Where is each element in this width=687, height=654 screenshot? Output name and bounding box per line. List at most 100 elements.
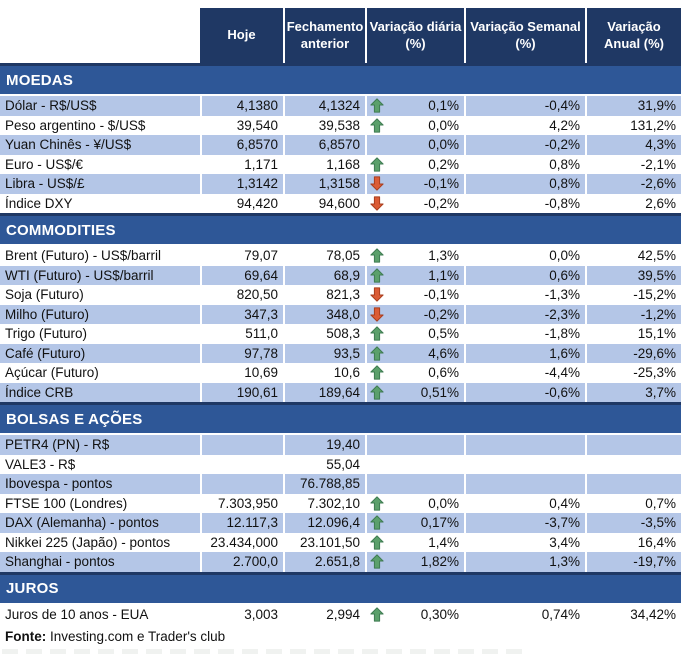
fechamento-anterior-value: 55,04 (283, 454, 365, 474)
annual-change-value: 31,9% (585, 96, 681, 116)
row-label: DAX (Alemanha) - pontos (0, 513, 200, 533)
hoje-value: 39,540 (200, 115, 283, 135)
annual-change-value: 0,7% (585, 493, 681, 513)
daily-change-cell: -0,1% (365, 285, 464, 305)
fechamento-anterior-value: 93,5 (283, 343, 365, 363)
column-header-fechamento: Fechamento anterior (283, 8, 365, 63)
section-header-bolsas-e-acoes: BOLSAS E AÇÕES (0, 402, 681, 433)
table-row-libra-us: Libra - US$/£ 1,3142 1,3158 -0,1% 0,8% -2,6% (0, 174, 681, 194)
cropped-text-remnant (2, 649, 522, 654)
down-arrow-icon (369, 287, 385, 302)
daily-change-value: 1,3% (428, 248, 459, 264)
row-label: Café (Futuro) (0, 343, 200, 363)
daily-change-cell: 0,6% (365, 363, 464, 383)
annual-change-value (585, 454, 681, 474)
row-label: Índice CRB (0, 382, 200, 402)
annual-change-value: 2,6% (585, 193, 681, 213)
column-header-variacao-diaria: Variação diária (%) (365, 8, 464, 63)
daily-change-value: 0,51% (420, 384, 459, 400)
up-arrow-icon (369, 118, 385, 133)
up-arrow-icon (369, 365, 385, 380)
daily-change-value: 4,6% (428, 345, 459, 361)
daily-change-value: 0,6% (428, 365, 459, 381)
hoje-value: 511,0 (200, 324, 283, 344)
table-row-shanghai-pontos: Shanghai - pontos 2.700,0 2.651,8 1,82% 1,3%… (0, 552, 681, 572)
up-arrow-icon (369, 248, 385, 263)
daily-change-cell: 0,51% (365, 382, 464, 402)
no-arrow-placeholder (369, 137, 385, 152)
annual-change-value: -25,3% (585, 363, 681, 383)
annual-change-value: -2,1% (585, 154, 681, 174)
weekly-change-value: -0,8% (464, 193, 585, 213)
table-row-acucar-futuro: Açúcar (Futuro) 10,69 10,6 0,6% -4,4% -25,3% (0, 363, 681, 383)
row-label: Shanghai - pontos (0, 552, 200, 572)
table-row-nikkei-225-japao-pontos: Nikkei 225 (Japão) - pontos 23.434,000 23.… (0, 532, 681, 552)
annual-change-value: 16,4% (585, 532, 681, 552)
hoje-value: 94,420 (200, 193, 283, 213)
row-label: Yuan Chinês - ¥/US$ (0, 135, 200, 155)
daily-change-cell (365, 454, 464, 474)
fechamento-anterior-value: 76.788,85 (283, 474, 365, 494)
weekly-change-value: 0,74% (464, 604, 585, 624)
daily-change-value: 0,30% (420, 606, 459, 622)
hoje-value: 2.700,0 (200, 552, 283, 572)
section-header-commodities: COMMODITIES (0, 213, 681, 244)
daily-change-cell: 0,0% (365, 115, 464, 135)
hoje-value: 1,171 (200, 154, 283, 174)
weekly-change-value: 1,3% (464, 552, 585, 572)
row-label: VALE3 - R$ (5, 456, 76, 472)
hoje-value (200, 454, 283, 474)
row-label: Juros de 10 anos - EUA (5, 606, 149, 622)
annual-change-value: -19,7% (585, 552, 681, 572)
fechamento-anterior-value: 508,3 (283, 324, 365, 344)
table-row-indice-crb: Índice CRB 190,61 189,64 0,51% -0,6% 3,7% (0, 382, 681, 402)
annual-change-value: 3,7% (585, 382, 681, 402)
up-arrow-icon (369, 515, 385, 530)
daily-change-value: 0,0% (428, 495, 459, 511)
annual-change-value: -29,6% (585, 343, 681, 363)
annual-change-value: 15,1% (585, 324, 681, 344)
daily-change-cell: 0,0% (365, 135, 464, 155)
weekly-change-value: 3,4% (464, 532, 585, 552)
row-label: Milho (Futuro) (0, 304, 200, 324)
daily-change-value: 0,0% (428, 137, 459, 153)
table-body: MOEDAS Dólar - R$/US$ 4,1380 4,1324 0,1% -0,4… (0, 63, 687, 624)
daily-change-value: 0,17% (420, 515, 459, 531)
table-row-dolar-r-us: Dólar - R$/US$ 4,1380 4,1324 0,1% -0,4% 31,9% (0, 96, 681, 116)
daily-change-cell: 1,3% (365, 246, 464, 266)
hoje-value: 12.117,3 (200, 513, 283, 533)
section-header-moedas: MOEDAS (0, 63, 681, 94)
annual-change-value: 39,5% (585, 265, 681, 285)
hoje-value: 190,61 (200, 382, 283, 402)
daily-change-cell: 4,6% (365, 343, 464, 363)
annual-change-value: -1,2% (585, 304, 681, 324)
table-row-ftse-100-londres: FTSE 100 (Londres) 7.303,950 7.302,10 0,0% 0… (0, 493, 681, 513)
weekly-change-value: 1,6% (464, 343, 585, 363)
daily-change-value: -0,1% (423, 176, 459, 192)
up-arrow-icon (369, 496, 385, 511)
weekly-change-value: -1,3% (464, 285, 585, 305)
daily-change-cell: 0,30% (365, 604, 464, 624)
annual-change-value (585, 474, 681, 494)
fechamento-anterior-value: 1,3158 (283, 174, 365, 194)
row-label: WTI (Futuro) - US$/barril (0, 265, 200, 285)
source-text: Investing.com e Trader's club (46, 629, 226, 644)
row-label: Açúcar (Futuro) (5, 365, 99, 381)
hoje-value: 347,3 (200, 304, 283, 324)
daily-change-value: -0,2% (423, 195, 459, 211)
table-row-juros-de-10-anos-eua: Juros de 10 anos - EUA 3,003 2,994 0,30% 0,7… (0, 604, 681, 624)
row-label: Nikkei 225 (Japão) - pontos (5, 534, 171, 550)
daily-change-cell: 0,0% (365, 493, 464, 513)
hoje-value: 820,50 (200, 285, 283, 305)
table-row-wti-futuro-us-barril: WTI (Futuro) - US$/barril 69,64 68,9 1,1% 0,… (0, 265, 681, 285)
daily-change-cell (365, 474, 464, 494)
column-header-variacao-semanal: Variação Semanal (%) (464, 8, 585, 63)
down-arrow-icon (369, 196, 385, 211)
weekly-change-value: -0,2% (464, 135, 585, 155)
annual-change-value: -3,5% (585, 513, 681, 533)
row-label: Índice DXY (5, 195, 73, 211)
table-row-peso-argentino-us: Peso argentino - $/US$ 39,540 39,538 0,0% 4,… (0, 115, 681, 135)
fechamento-anterior-value: 23.101,50 (283, 532, 365, 552)
table-row-milho-futuro: Milho (Futuro) 347,3 348,0 -0,2% -2,3% -1,2% (0, 304, 681, 324)
annual-change-value: 4,3% (585, 135, 681, 155)
